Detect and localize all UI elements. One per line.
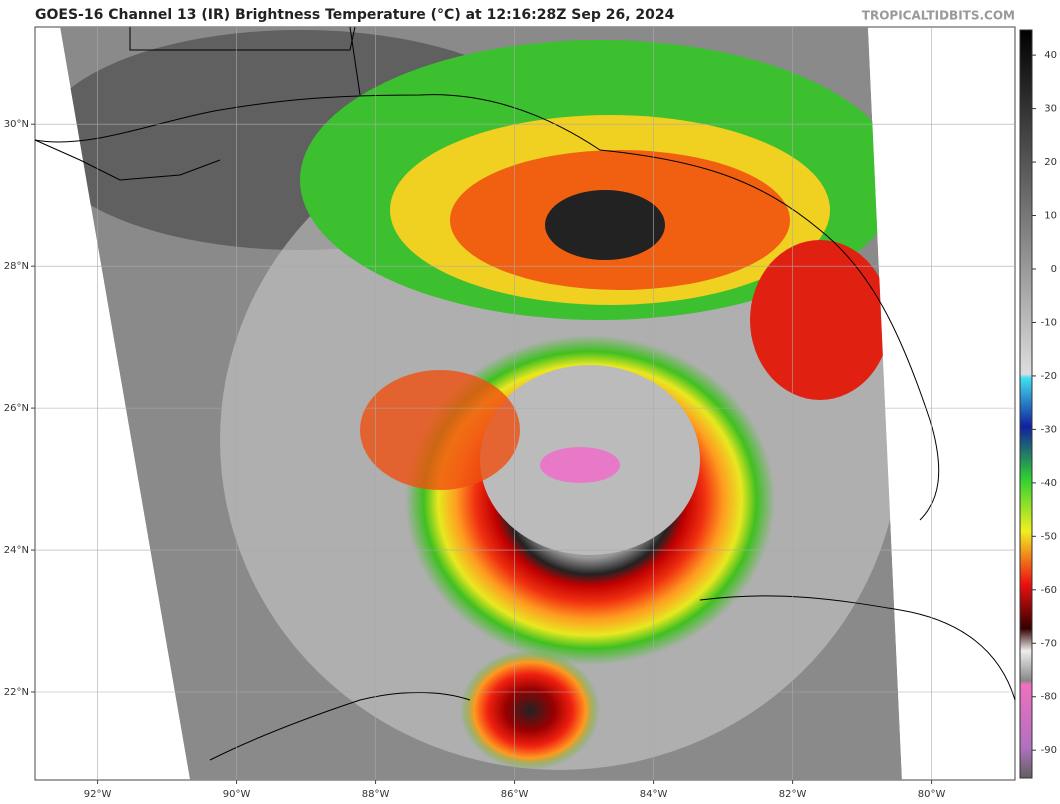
colorbar-tick-label: -40 [1041, 478, 1057, 489]
colorbar-tick-label: 20 [1044, 157, 1057, 168]
graticule [35, 27, 1015, 780]
lat-label: 30°N [4, 119, 29, 130]
lat-label: 28°N [4, 261, 29, 272]
satellite-image [60, 27, 902, 780]
colorbar-tick-label: -20 [1041, 371, 1057, 382]
lat-label: 22°N [4, 687, 29, 698]
colorbar-tick-label: 30 [1044, 104, 1057, 115]
colorbar-tick-label: -80 [1041, 692, 1057, 703]
colorbar-tick-label: -60 [1041, 585, 1057, 596]
lon-label: 86°W [501, 789, 529, 800]
lon-label: 92°W [84, 789, 112, 800]
title: GOES-16 Channel 13 (IR) Brightness Tempe… [35, 7, 675, 23]
colorbar-tick-label: -70 [1041, 638, 1057, 649]
lon-label: 90°W [223, 789, 251, 800]
colorbar-tick-label: -90 [1041, 745, 1057, 756]
colorbar-tick-label: -10 [1041, 317, 1057, 328]
colorbar-tick-label: 0 [1051, 264, 1057, 275]
lon-label: 80°W [918, 789, 946, 800]
coastlines [34, 26, 1016, 761]
lon-label: 84°W [640, 789, 668, 800]
lon-label: 82°W [779, 789, 807, 800]
colorbar-tick-label: 10 [1044, 211, 1057, 222]
colorbar-tick-label: 40 [1044, 50, 1057, 61]
colorbar [1019, 29, 1033, 779]
lat-label: 26°N [4, 403, 29, 414]
lon-label: 88°W [362, 789, 390, 800]
lat-label: 24°N [4, 545, 29, 556]
watermark: TROPICALTIDBITS.COM [862, 9, 1015, 23]
colorbar-tick-label: -30 [1041, 424, 1057, 435]
colorbar-tick-label: -50 [1041, 531, 1057, 542]
